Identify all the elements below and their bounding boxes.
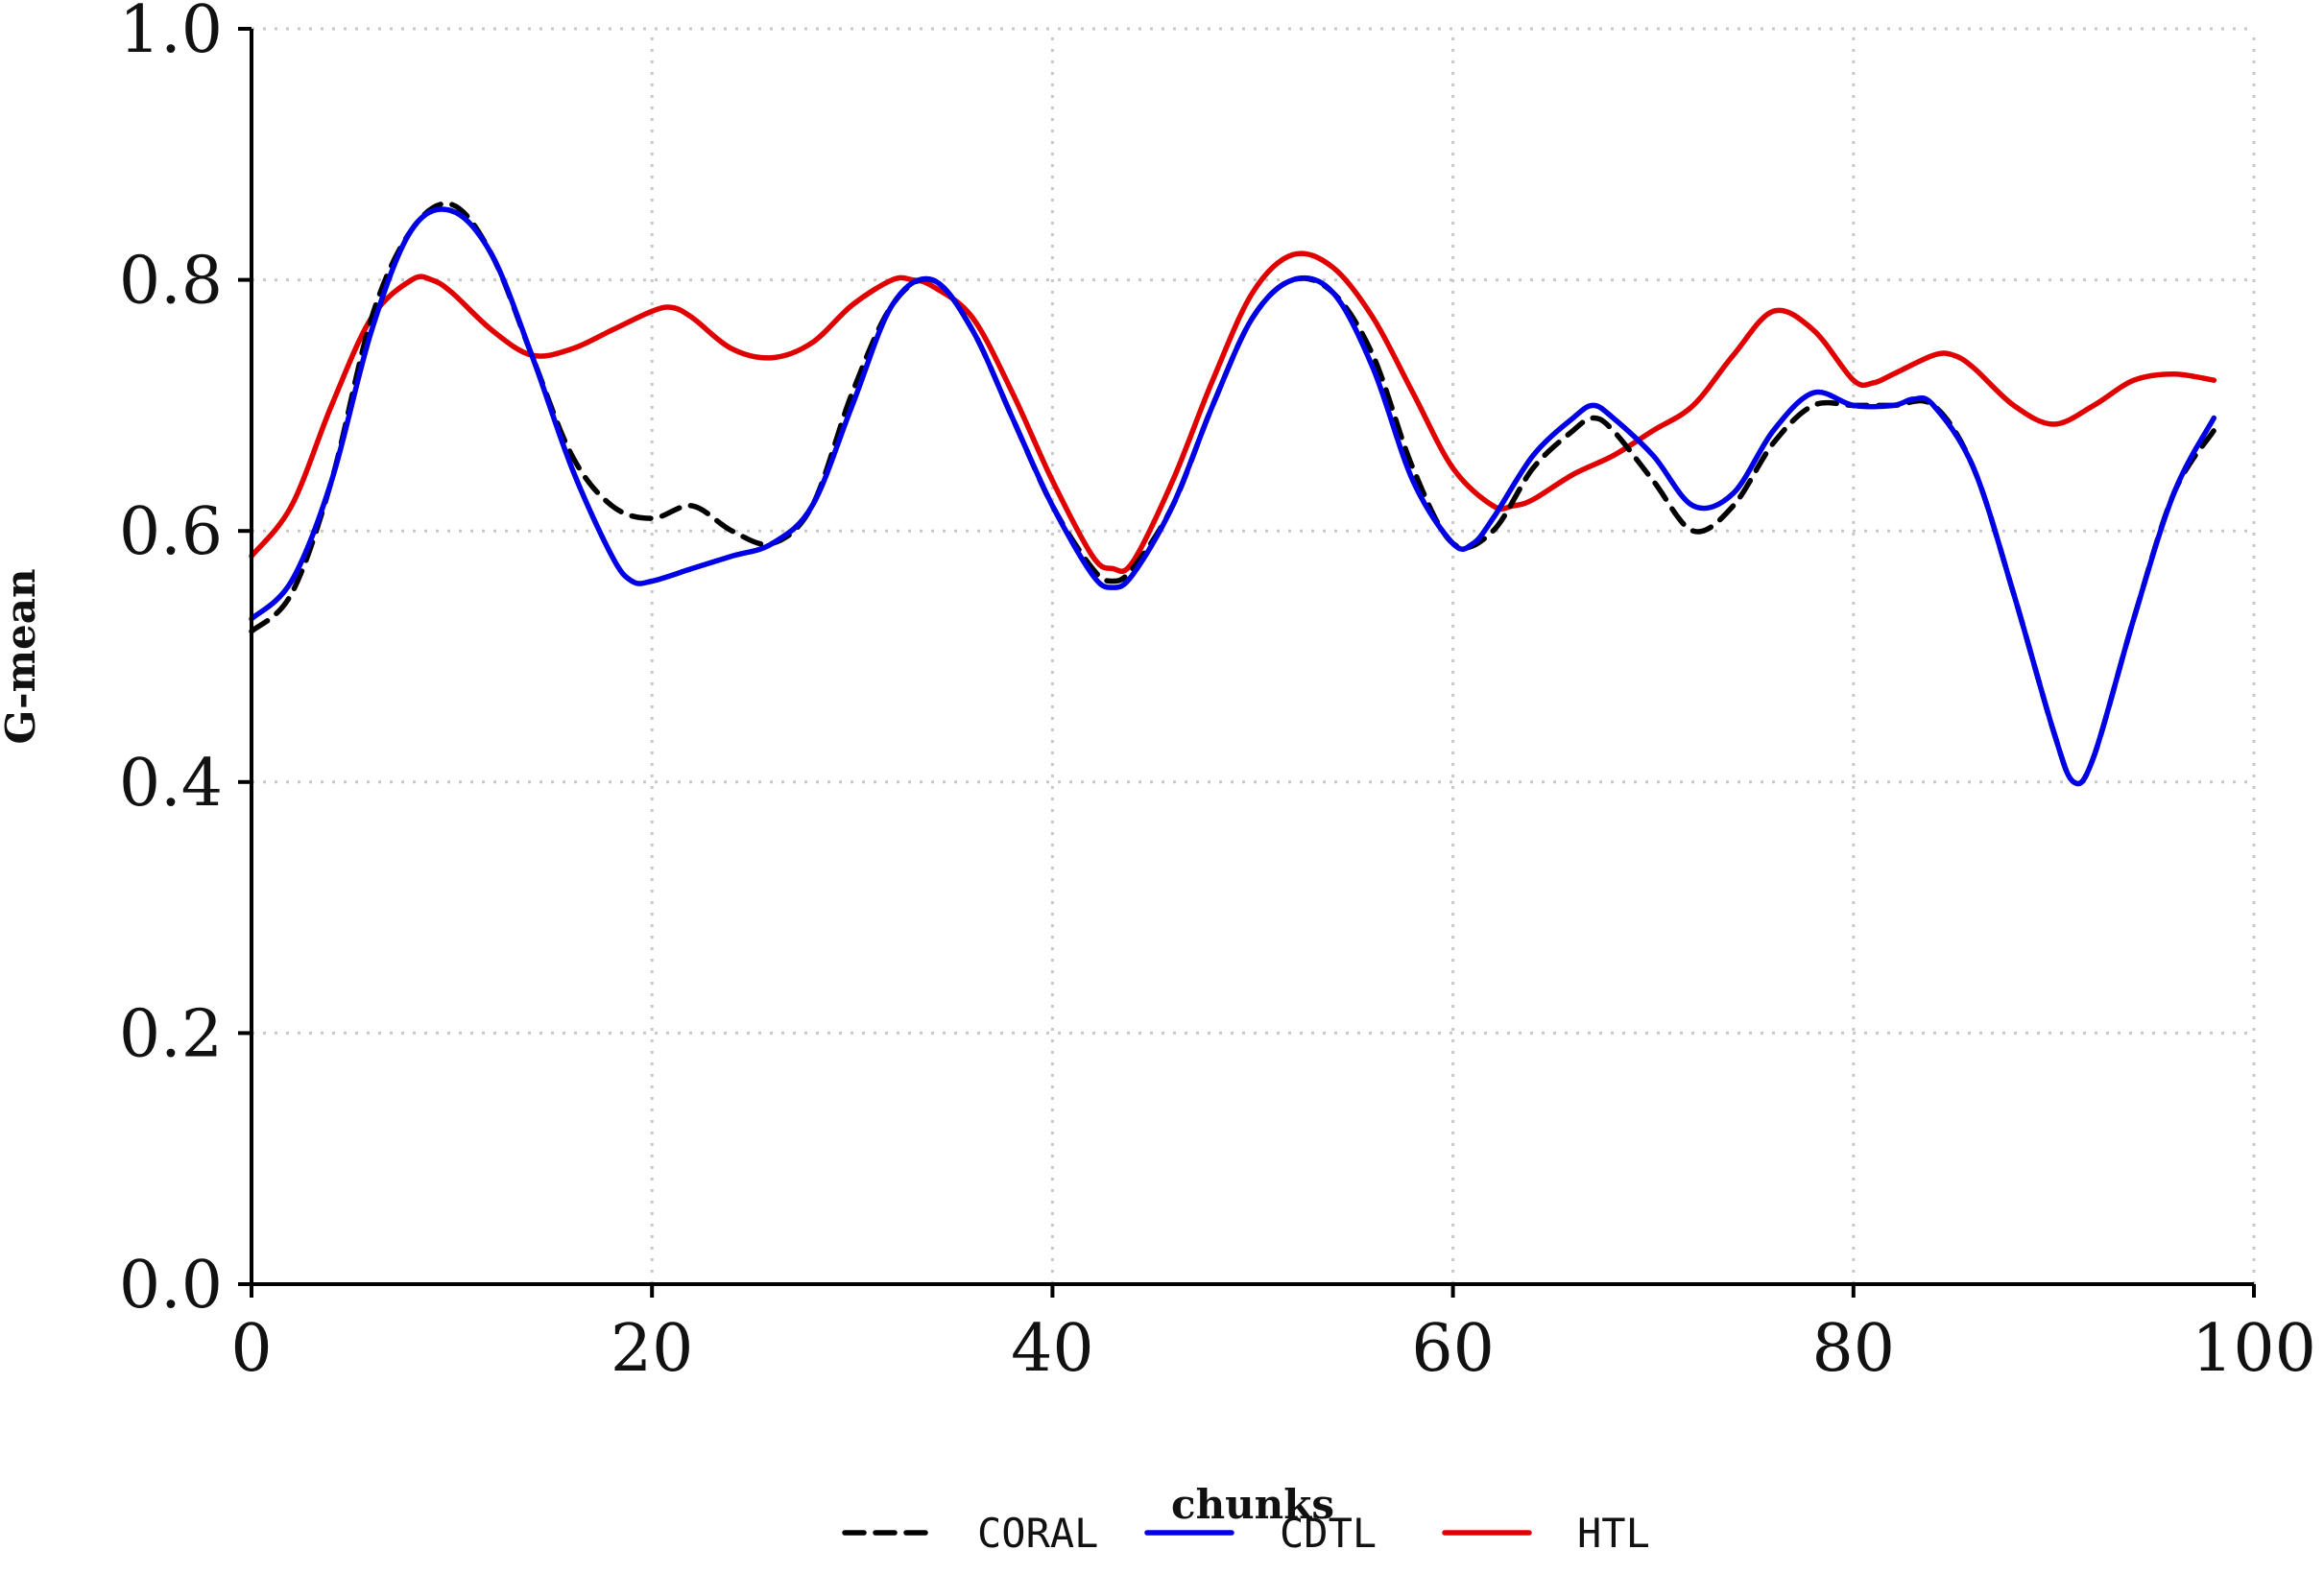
x-tick-label: 40: [1011, 1311, 1094, 1387]
y-tick-label: 0.2: [119, 996, 223, 1072]
y-tick-label: 0.4: [119, 746, 223, 822]
series-lines: [249, 201, 2217, 787]
series-line-coral: [249, 201, 2217, 787]
y-tick-label: 0.0: [119, 1248, 223, 1324]
x-axis-label: chunks: [1171, 1481, 1334, 1528]
series-line-cdtl: [249, 206, 2217, 787]
legend-label-htl: HTL: [1577, 1510, 1650, 1557]
legend: CORAL CDTL HTL: [842, 1510, 1650, 1557]
grid: [252, 27, 2256, 1284]
legend-label-cdtl: CDTL: [1280, 1510, 1377, 1557]
y-axis-ticks: 0.0 0.2 0.4 0.6 0.8 1.0: [119, 0, 252, 1324]
legend-label-coral: CORAL: [977, 1510, 1098, 1557]
x-tick-label: 20: [611, 1311, 694, 1387]
x-axis-ticks: 0 20 40 60 80 100: [230, 1284, 2316, 1387]
y-tick-label: 1.0: [119, 0, 223, 68]
y-axis-label: G-mean: [0, 569, 44, 745]
x-tick-label: 0: [230, 1311, 272, 1387]
y-tick-label: 0.8: [119, 244, 223, 320]
x-tick-label: 80: [1812, 1311, 1896, 1387]
x-tick-label: 60: [1411, 1311, 1495, 1387]
axes: [250, 29, 2254, 1286]
x-tick-label: 100: [2192, 1311, 2316, 1387]
series-line-htl: [249, 250, 2217, 575]
y-tick-label: 0.6: [119, 494, 223, 570]
